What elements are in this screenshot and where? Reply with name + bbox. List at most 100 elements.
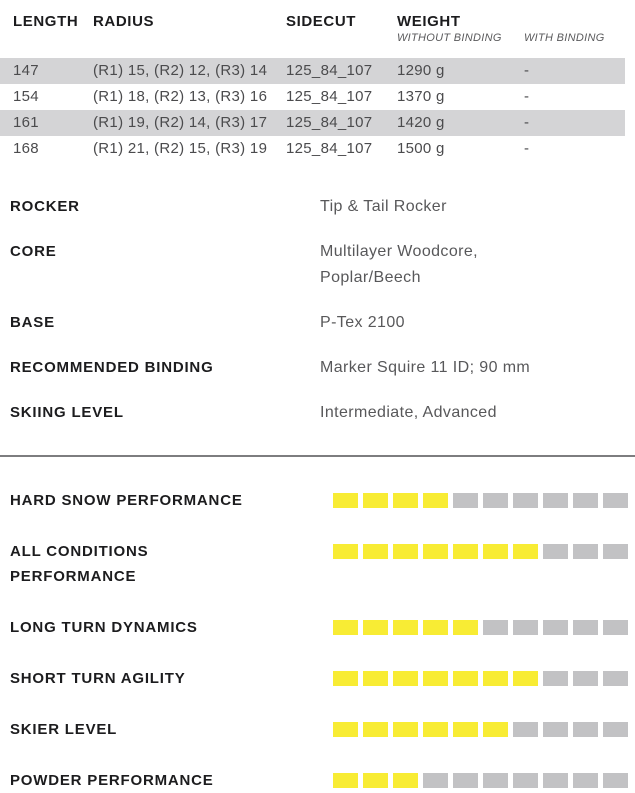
spec-label: ROCKER (10, 198, 80, 215)
section-divider (0, 455, 635, 457)
rating-segment-empty (453, 493, 478, 508)
rating-segment-filled (393, 722, 418, 737)
rating-segment-empty (483, 493, 508, 508)
rating-row: POWDER PERFORMANCE (0, 768, 635, 793)
cell-weight-without-binding: 1370 g (397, 88, 445, 105)
rating-label: SHORT TURN AGILITY (10, 670, 186, 687)
rating-row: SHORT TURN AGILITY (0, 666, 635, 691)
rating-segment-empty (603, 493, 628, 508)
rating-segment-empty (573, 722, 598, 737)
spec-row: SKIING LEVEL Intermediate, Advanced (0, 400, 635, 426)
spec-row: RECOMMENDED BINDING Marker Squire 11 ID; … (0, 355, 635, 381)
spec-value: Tip & Tail Rocker (320, 198, 447, 215)
spec-row: ROCKER Tip & Tail Rocker (0, 194, 635, 220)
rating-segment-filled (333, 620, 358, 635)
rating-segment-empty (573, 773, 598, 788)
rating-bar (333, 773, 628, 788)
rating-segment-filled (453, 671, 478, 686)
cell-weight-with-binding: - (524, 114, 530, 131)
cell-radius: (R1) 21, (R2) 15, (R3) 19 (93, 140, 268, 157)
rating-segment-filled (363, 544, 388, 559)
rating-segment-empty (543, 773, 568, 788)
spec-table-body: 147 (R1) 15, (R2) 12, (R3) 14 125_84_107 12… (0, 58, 625, 162)
rating-segment-filled (453, 620, 478, 635)
rating-row: SKIER LEVEL (0, 717, 635, 742)
table-header-row: LENGTH RADIUS SIDECUT WEIGHT WITHOUT BIN… (0, 13, 625, 44)
cell-radius: (R1) 15, (R2) 12, (R3) 14 (93, 62, 268, 79)
subheader-without-binding: WITHOUT BINDING (397, 32, 502, 44)
spec-value: Marker Squire 11 ID; 90 mm (320, 359, 531, 376)
spec-value: Multilayer Woodcore, Poplar/Beech (320, 243, 478, 286)
rating-segment-filled (333, 722, 358, 737)
table-row: 168 (R1) 21, (R2) 15, (R3) 19 125_84_107 15… (0, 136, 625, 162)
weight-subheader-row: WITHOUT BINDING WITH BINDING (397, 32, 625, 44)
rating-segment-filled (453, 722, 478, 737)
rating-segment-empty (543, 620, 568, 635)
rating-segment-filled (423, 722, 448, 737)
rating-segment-empty (603, 722, 628, 737)
rating-segment-filled (423, 493, 448, 508)
rating-segment-filled (423, 620, 448, 635)
rating-segment-empty (423, 773, 448, 788)
rating-segment-filled (333, 773, 358, 788)
rating-bar (333, 722, 628, 737)
rating-segment-empty (573, 671, 598, 686)
rating-segment-filled (393, 493, 418, 508)
table-row: 147 (R1) 15, (R2) 12, (R3) 14 125_84_107 12… (0, 58, 625, 84)
rating-segment-empty (483, 773, 508, 788)
cell-sidecut: 125_84_107 (286, 140, 373, 157)
rating-segment-filled (363, 722, 388, 737)
rating-row: HARD SNOW PERFORMANCE (0, 488, 635, 513)
rating-label: ALL CONDITIONS PERFORMANCE (10, 543, 149, 585)
spec-label: SKIING LEVEL (10, 404, 124, 421)
spec-value: P-Tex 2100 (320, 314, 405, 331)
spec-label: RECOMMENDED BINDING (10, 359, 214, 376)
cell-sidecut: 125_84_107 (286, 62, 373, 79)
rating-segment-filled (393, 620, 418, 635)
cell-length: 168 (13, 140, 39, 157)
spec-value: Intermediate, Advanced (320, 404, 497, 421)
rating-segment-empty (513, 773, 538, 788)
cell-sidecut: 125_84_107 (286, 88, 373, 105)
rating-segment-empty (603, 671, 628, 686)
rating-segment-filled (453, 544, 478, 559)
rating-segment-empty (543, 671, 568, 686)
table-row: 154 (R1) 18, (R2) 13, (R3) 16 125_84_107 13… (0, 84, 625, 110)
rating-segment-filled (483, 671, 508, 686)
rating-row: ALL CONDITIONS PERFORMANCE (0, 539, 635, 589)
column-header-radius: RADIUS (93, 13, 155, 30)
rating-segment-empty (603, 773, 628, 788)
rating-segment-empty (513, 620, 538, 635)
rating-segment-empty (453, 773, 478, 788)
rating-bar (333, 493, 628, 508)
rating-segment-filled (483, 722, 508, 737)
rating-segment-filled (393, 773, 418, 788)
cell-weight-without-binding: 1420 g (397, 114, 445, 131)
rating-segment-empty (543, 544, 568, 559)
spec-row: CORE Multilayer Woodcore, Poplar/Beech (0, 239, 635, 291)
rating-segment-empty (513, 722, 538, 737)
rating-segment-filled (423, 671, 448, 686)
cell-weight-with-binding: - (524, 140, 530, 157)
cell-weight-with-binding: - (524, 88, 530, 105)
rating-segment-empty (573, 544, 598, 559)
cell-length: 161 (13, 114, 39, 131)
rating-row: LONG TURN DYNAMICS (0, 615, 635, 640)
performance-ratings: HARD SNOW PERFORMANCE ALL CONDITIONS PERF… (0, 488, 635, 793)
cell-length: 154 (13, 88, 39, 105)
column-header-sidecut: SIDECUT (286, 13, 357, 30)
rating-segment-empty (603, 544, 628, 559)
rating-segment-filled (423, 544, 448, 559)
table-row: 161 (R1) 19, (R2) 14, (R3) 17 125_84_107 14… (0, 110, 625, 136)
rating-segment-filled (513, 544, 538, 559)
spec-label: BASE (10, 314, 55, 331)
rating-segment-empty (573, 620, 598, 635)
rating-segment-empty (483, 620, 508, 635)
rating-segment-filled (363, 620, 388, 635)
rating-segment-filled (363, 671, 388, 686)
rating-segment-filled (393, 544, 418, 559)
cell-sidecut: 125_84_107 (286, 114, 373, 131)
rating-segment-filled (333, 544, 358, 559)
rating-segment-filled (333, 671, 358, 686)
rating-segment-filled (333, 493, 358, 508)
